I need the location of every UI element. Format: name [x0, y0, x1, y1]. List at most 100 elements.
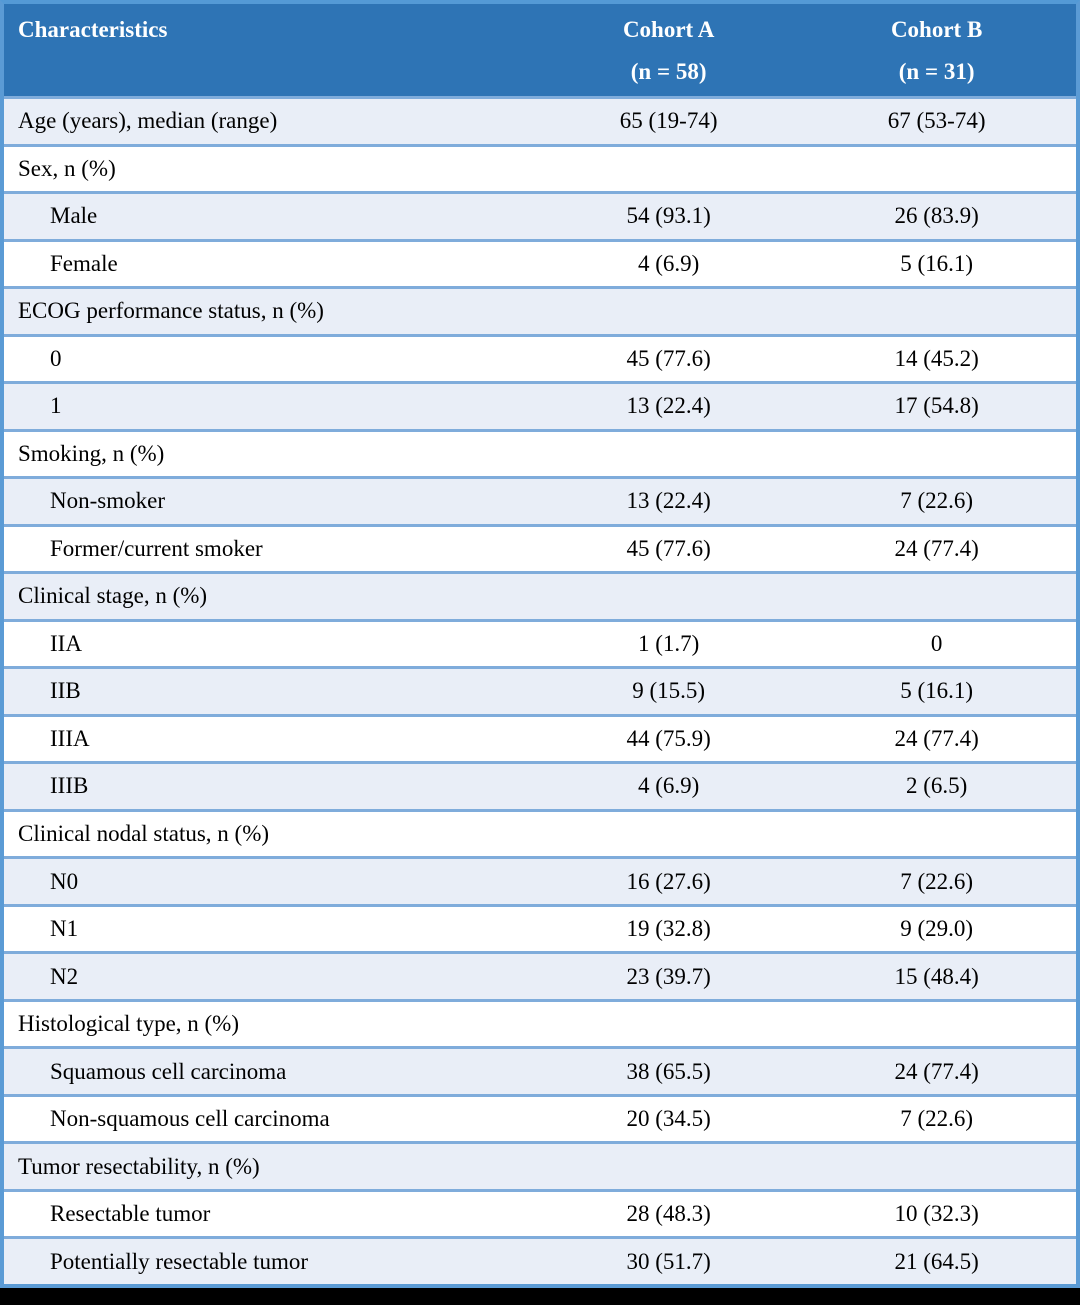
- header-cell-cohort-a: Cohort A (n = 58): [540, 4, 797, 96]
- table-row-subitem: Non-squamous cell carcinoma 20 (34.5) 7 (2…: [4, 1093, 1076, 1142]
- cohort-a-value: 20 (34.5): [626, 1106, 711, 1132]
- table-row-subitem: 0 45 (77.6) 14 (45.2): [4, 333, 1076, 382]
- table-row-category: Clinical nodal status, n (%): [4, 808, 1076, 857]
- bottom-black-bar: [0, 1288, 1080, 1305]
- table-row-subitem: 1 13 (22.4) 17 (54.8): [4, 381, 1076, 429]
- cohort-b-value: 21 (64.5): [894, 1248, 979, 1274]
- cohort-b-value: 7 (22.6): [900, 868, 974, 894]
- cohort-a-value: 1 (1.7): [637, 630, 700, 656]
- cohort-a-value: [540, 574, 797, 619]
- cohort-b-value: [797, 574, 1076, 619]
- cohort-b-value: 9 (29.0): [900, 916, 974, 942]
- cohort-a-value: 54 (93.1): [626, 203, 711, 229]
- cohort-b-value: 7 (22.6): [900, 1106, 974, 1132]
- table-row-subitem: Former/current smoker 45 (77.6) 24 (77.4): [4, 523, 1076, 572]
- row-label: Male: [50, 203, 98, 229]
- cohort-b-value: 24 (77.4): [894, 725, 979, 751]
- cohort-a-value: [540, 289, 797, 334]
- table-row-category: Sex, n (%): [4, 143, 1076, 192]
- table-row-subitem: Non-smoker 13 (22.4) 7 (22.6): [4, 476, 1076, 524]
- table-row-subitem: Resectable tumor 28 (48.3) 10 (32.3): [4, 1188, 1076, 1237]
- row-label: Tumor resectability, n (%): [18, 1153, 260, 1179]
- cohort-b-value: [797, 812, 1076, 857]
- header-cell-characteristics: Characteristics: [4, 4, 540, 96]
- row-label: Sex, n (%): [18, 155, 116, 181]
- cohort-b-value: [797, 1144, 1076, 1189]
- cohort-b-value: 5 (16.1): [900, 250, 974, 276]
- cohort-b-value: 26 (83.9): [894, 203, 979, 229]
- cohort-b-title: Cohort B: [890, 17, 983, 42]
- row-label: Smoking, n (%): [18, 440, 165, 466]
- row-label: IIIA: [50, 725, 90, 751]
- row-label: N2: [50, 963, 79, 989]
- row-label: Resectable tumor: [50, 1201, 211, 1227]
- row-label: IIB: [50, 678, 81, 704]
- cohort-b-value: 17 (54.8): [894, 393, 979, 419]
- row-label: Potentially resectable tumor: [50, 1248, 309, 1274]
- row-label: IIA: [50, 630, 82, 656]
- cohort-b-value: [797, 1002, 1076, 1047]
- table-row-category: Clinical stage, n (%): [4, 571, 1076, 619]
- row-label: Squamous cell carcinoma: [50, 1058, 287, 1084]
- cohort-b-value: 67 (53-74): [887, 108, 986, 134]
- cohort-b-value: 24 (77.4): [894, 1058, 979, 1084]
- row-label: 0: [50, 345, 62, 371]
- cohort-a-value: [540, 1002, 797, 1047]
- cohort-a-value: 4 (6.9): [637, 250, 700, 276]
- cohort-a-value: 13 (22.4): [626, 488, 711, 514]
- cohort-b-value: 0: [930, 630, 943, 656]
- row-label: Clinical stage, n (%): [18, 583, 208, 609]
- cohort-b-n: (n = 31): [898, 59, 975, 84]
- cohort-a-value: 4 (6.9): [637, 773, 700, 799]
- table-row-category: Smoking, n (%): [4, 428, 1076, 477]
- table-row-subitem: IIIA 44 (75.9) 24 (77.4): [4, 713, 1076, 762]
- row-label: Non-smoker: [50, 488, 165, 514]
- table-row-subitem: N0 16 (27.6) 7 (22.6): [4, 856, 1076, 904]
- cohort-b-value: [797, 289, 1076, 334]
- table-row-subitem: N2 23 (39.7) 15 (48.4): [4, 951, 1076, 999]
- row-label: Age (years), median (range): [18, 108, 278, 134]
- row-label: Female: [50, 250, 118, 276]
- cohort-a-value: 38 (65.5): [626, 1058, 711, 1084]
- cohort-a-value: 44 (75.9): [626, 725, 711, 751]
- table-row-subitem: Potentially resectable tumor 30 (51.7) 21 …: [4, 1236, 1076, 1284]
- cohort-a-value: 45 (77.6): [626, 345, 711, 371]
- table-row-category: Tumor resectability, n (%): [4, 1141, 1076, 1189]
- cohort-a-n: (n = 58): [630, 59, 707, 84]
- table-body: Age (years), median (range) 65 (19-74) 67 …: [4, 96, 1076, 1284]
- cohort-a-value: [540, 432, 797, 477]
- table-row-subitem: N1 19 (32.8) 9 (29.0): [4, 903, 1076, 952]
- table-row-subitem: IIIB 4 (6.9) 2 (6.5): [4, 761, 1076, 809]
- row-label: N1: [50, 916, 79, 942]
- cohort-b-value: 10 (32.3): [894, 1201, 979, 1227]
- cohort-b-value: 2 (6.5): [905, 773, 968, 799]
- cohort-b-value: 5 (16.1): [900, 678, 974, 704]
- cohort-b-value: 7 (22.6): [900, 488, 974, 514]
- table-row-category: Age (years), median (range) 65 (19-74) 67 …: [4, 96, 1076, 144]
- cohort-b-value: [797, 432, 1076, 477]
- table-row-subitem: IIB 9 (15.5) 5 (16.1): [4, 666, 1076, 714]
- cohort-b-value: 15 (48.4): [894, 963, 979, 989]
- row-label: Histological type, n (%): [18, 1011, 240, 1037]
- row-label: N0: [50, 868, 79, 894]
- cohort-a-value: [540, 147, 797, 192]
- row-label: Non-squamous cell carcinoma: [50, 1106, 330, 1132]
- row-label: 1: [50, 393, 62, 419]
- cohort-a-value: 65 (19-74): [619, 108, 718, 134]
- cohort-b-value: [797, 147, 1076, 192]
- header-cell-cohort-b: Cohort B (n = 31): [797, 4, 1076, 96]
- cohort-a-value: 45 (77.6): [626, 535, 711, 561]
- cohort-a-value: 13 (22.4): [626, 393, 711, 419]
- table-header-row: Characteristics Cohort A (n = 58) Cohort…: [4, 4, 1076, 96]
- header-characteristics-label: Characteristics: [18, 17, 168, 42]
- cohort-a-title: Cohort A: [622, 17, 715, 42]
- cohort-a-value: 16 (27.6): [626, 868, 711, 894]
- table-row-subitem: Female 4 (6.9) 5 (16.1): [4, 238, 1076, 287]
- cohort-a-value: 23 (39.7): [626, 963, 711, 989]
- cohort-a-value: [540, 812, 797, 857]
- table-row-subitem: IIA 1 (1.7) 0: [4, 618, 1076, 667]
- row-label: Former/current smoker: [50, 535, 263, 561]
- cohort-b-value: 14 (45.2): [894, 345, 979, 371]
